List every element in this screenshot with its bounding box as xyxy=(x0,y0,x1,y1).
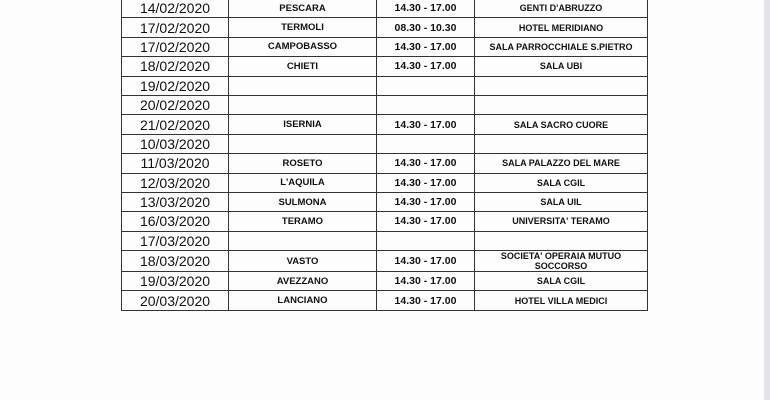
date-cell: 13/03/2020 xyxy=(121,191,229,213)
venue-cell: SALA CGIL xyxy=(474,271,648,292)
venue-cell: SALA PARROCCHIALE S.PIETRO xyxy=(474,36,648,58)
city-cell xyxy=(228,133,377,155)
time-cell: 14.30 - 17.00 xyxy=(376,153,475,174)
date-cell: 19/03/2020 xyxy=(121,271,229,292)
date-cell: 14/02/2020 xyxy=(121,0,229,19)
city-cell: CHIETI xyxy=(228,56,377,77)
city-cell: SULMONA xyxy=(228,191,377,213)
time-cell: 14.30 - 17.00 xyxy=(376,211,475,232)
venue-cell: SOCIETA' OPERAIA MUTUO SOCCORSO xyxy=(474,250,648,273)
venue-cell: SALA UBI xyxy=(474,56,648,77)
city-cell: VASTO xyxy=(228,250,377,273)
table-row: 10/03/2020 xyxy=(121,133,648,155)
table-row: 17/02/2020 CAMPOBASSO 14.30 - 17.00 SALA PA… xyxy=(121,36,648,58)
venue-cell xyxy=(474,133,648,155)
date-cell: 18/02/2020 xyxy=(121,56,229,77)
date-cell: 18/03/2020 xyxy=(121,250,229,273)
date-cell: 21/02/2020 xyxy=(121,114,229,135)
date-cell: 19/02/2020 xyxy=(121,75,229,96)
time-cell: 14.30 - 17.00 xyxy=(376,56,475,77)
table-row: 17/03/2020 xyxy=(121,230,648,252)
venue-cell: SALA PALAZZO DEL MARE xyxy=(474,153,648,174)
city-cell: AVEZZANO xyxy=(228,271,377,292)
venue-cell xyxy=(474,75,648,96)
table-row: 20/03/2020 LANCIANO 14.30 - 17.00 HOTEL VIL… xyxy=(121,290,648,311)
venue-cell xyxy=(474,94,648,116)
table-row: 17/02/2020 TERMOLI 08.30 - 10.30 HOTEL MERI… xyxy=(121,17,648,38)
time-cell xyxy=(376,94,475,116)
table-row: 12/03/2020 L'AQUILA 14.30 - 17.00 SALA CGIL xyxy=(121,172,648,193)
time-cell: 14.30 - 17.00 xyxy=(376,172,475,193)
venue-cell xyxy=(474,230,648,252)
venue-cell: HOTEL VILLA MEDICI xyxy=(474,290,648,311)
schedule-table-body: 14/02/2020 PESCARA 14.30 - 17.00 GENTI D'AB… xyxy=(121,0,648,311)
venue-cell: SALA SACRO CUORE xyxy=(474,114,648,135)
date-cell: 16/03/2020 xyxy=(121,211,229,232)
date-cell: 17/02/2020 xyxy=(121,36,229,58)
time-cell xyxy=(376,230,475,252)
city-cell xyxy=(228,94,377,116)
time-cell: 14.30 - 17.00 xyxy=(376,191,475,213)
date-cell: 20/02/2020 xyxy=(121,94,229,116)
time-cell: 08.30 - 10.30 xyxy=(376,17,475,38)
city-cell: L'AQUILA xyxy=(228,172,377,193)
venue-cell: GENTI D'ABRUZZO xyxy=(474,0,648,19)
time-cell: 14.30 - 17.00 xyxy=(376,0,475,19)
city-cell xyxy=(228,75,377,96)
time-cell: 14.30 - 17.00 xyxy=(376,271,475,292)
schedule-table: 14/02/2020 PESCARA 14.30 - 17.00 GENTI D'AB… xyxy=(121,0,648,311)
time-cell: 14.30 - 17.00 xyxy=(376,36,475,58)
city-cell: LANCIANO xyxy=(228,290,377,311)
city-cell: CAMPOBASSO xyxy=(228,36,377,58)
table-row: 18/03/2020 VASTO 14.30 - 17.00 SOCIETA' OPE… xyxy=(121,250,648,273)
date-cell: 17/02/2020 xyxy=(121,17,229,38)
venue-cell: SALA CGIL xyxy=(474,172,648,193)
table-row: 14/02/2020 PESCARA 14.30 - 17.00 GENTI D'AB… xyxy=(121,0,648,19)
venue-cell: UNIVERSITA' TERAMO xyxy=(474,211,648,232)
table-row: 11/03/2020 ROSETO 14.30 - 17.00 SALA PALAZZ… xyxy=(121,153,648,174)
table-row: 19/03/2020 AVEZZANO 14.30 - 17.00 SALA CGIL xyxy=(121,271,648,292)
date-cell: 11/03/2020 xyxy=(121,153,229,174)
time-cell xyxy=(376,75,475,96)
table-row: 20/02/2020 xyxy=(121,94,648,116)
date-cell: 10/03/2020 xyxy=(121,133,229,155)
table-row: 13/03/2020 SULMONA 14.30 - 17.00 SALA UIL xyxy=(121,191,648,213)
date-cell: 17/03/2020 xyxy=(121,230,229,252)
venue-cell: SALA UIL xyxy=(474,191,648,213)
venue-cell: HOTEL MERIDIANO xyxy=(474,17,648,38)
city-cell xyxy=(228,230,377,252)
city-cell: TERMOLI xyxy=(228,17,377,38)
date-cell: 12/03/2020 xyxy=(121,172,229,193)
table-row: 16/03/2020 TERAMO 14.30 - 17.00 UNIVERSITA'… xyxy=(121,211,648,232)
city-cell: ISERNIA xyxy=(228,114,377,135)
city-cell: TERAMO xyxy=(228,211,377,232)
table-row: 21/02/2020 ISERNIA 14.30 - 17.00 SALA SACRO… xyxy=(121,114,648,135)
date-cell: 20/03/2020 xyxy=(121,290,229,311)
city-cell: ROSETO xyxy=(228,153,377,174)
time-cell xyxy=(376,133,475,155)
time-cell: 14.30 - 17.00 xyxy=(376,250,475,273)
city-cell: PESCARA xyxy=(228,0,377,19)
table-row: 19/02/2020 xyxy=(121,75,648,96)
page-edge-shadow xyxy=(764,0,770,400)
table-row: 18/02/2020 CHIETI 14.30 - 17.00 SALA UBI xyxy=(121,56,648,77)
time-cell: 14.30 - 17.00 xyxy=(376,114,475,135)
time-cell: 14.30 - 17.00 xyxy=(376,290,475,311)
